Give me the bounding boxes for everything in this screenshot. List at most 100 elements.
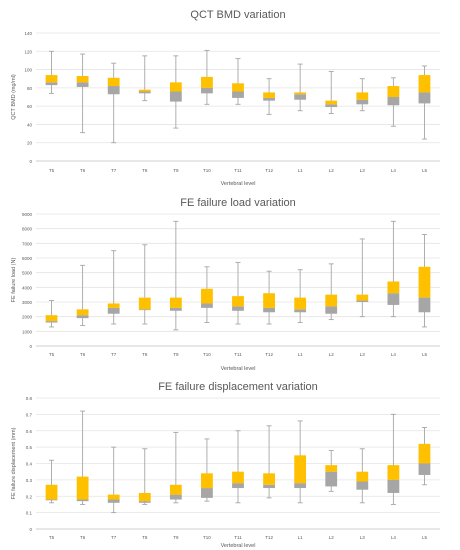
lower-quartile-box xyxy=(201,488,213,498)
box-T8 xyxy=(138,244,151,325)
lower-quartile-box xyxy=(325,471,338,487)
box-L2 xyxy=(325,449,338,492)
x-tick-label: T5 xyxy=(49,352,55,357)
y-tick-label: 0.4 xyxy=(26,462,33,467)
upper-quartile-box xyxy=(232,471,244,484)
lower-quartile-box xyxy=(387,97,400,106)
lower-quartile-box xyxy=(356,300,369,302)
upper-quartile-box xyxy=(263,473,275,485)
y-tick-label: 8000 xyxy=(22,227,33,232)
lower-quartile-box xyxy=(169,91,182,102)
lower-quartile-box xyxy=(232,306,244,311)
lower-quartile-box xyxy=(263,97,275,101)
lower-quartile-box xyxy=(45,82,58,86)
y-tick-label: 0.5 xyxy=(26,445,33,450)
lower-quartile-box xyxy=(138,91,151,94)
y-tick-label: 3000 xyxy=(22,300,33,305)
x-tick-label: T11 xyxy=(234,352,242,357)
x-tick-label: L3 xyxy=(360,168,366,173)
x-tick-label: T9 xyxy=(173,168,179,173)
x-tick-label: L5 xyxy=(422,352,428,357)
upper-quartile-box xyxy=(387,281,400,294)
upper-quartile-box xyxy=(169,484,182,495)
upper-quartile-box xyxy=(356,471,369,482)
upper-quartile-box xyxy=(418,266,431,298)
upper-quartile-box xyxy=(232,296,244,307)
upper-quartile-box xyxy=(45,484,58,500)
x-tick-label: L2 xyxy=(329,168,335,173)
x-tick-label: L5 xyxy=(422,168,428,173)
box-T12 xyxy=(263,425,275,499)
y-axis-label: FE failure load (N) xyxy=(11,258,17,303)
lower-quartile-box xyxy=(76,315,89,319)
x-tick-label: T8 xyxy=(142,535,148,540)
upper-quartile-box xyxy=(169,82,182,92)
y-tick-label: 9000 xyxy=(22,212,33,217)
upper-quartile-box xyxy=(45,315,58,322)
lower-quartile-box xyxy=(107,86,120,95)
box-L1 xyxy=(294,269,307,323)
box-T9 xyxy=(169,55,182,129)
y-tick-label: 100 xyxy=(24,68,32,73)
x-tick-label: T10 xyxy=(203,168,211,173)
upper-quartile-box xyxy=(232,83,244,92)
lower-quartile-box xyxy=(325,306,338,314)
chart-title: FE failure displacement variation xyxy=(158,381,318,393)
lower-quartile-box xyxy=(294,94,307,100)
lower-quartile-box xyxy=(418,297,431,313)
x-axis-label: Vertebral level xyxy=(221,543,256,549)
chart-3: FE failure displacement variation 0 0.1 0.2… xyxy=(11,381,440,549)
x-tick-label: T8 xyxy=(142,168,148,173)
y-tick-label: 40 xyxy=(27,122,33,127)
box-T8 xyxy=(138,448,151,505)
box-T8 xyxy=(138,55,151,102)
upper-quartile-box xyxy=(201,473,213,489)
lower-quartile-box xyxy=(356,99,369,105)
box-T11 xyxy=(232,261,244,325)
x-tick-label: L4 xyxy=(391,352,397,357)
x-tick-label: T6 xyxy=(80,535,86,540)
box-L3 xyxy=(356,78,369,112)
chart-1: QCT BMD variation 0 20 40 60 80 100 120 140 QCT B… xyxy=(11,9,440,187)
upper-quartile-box xyxy=(263,92,275,98)
y-tick-label: 0.6 xyxy=(26,429,33,434)
upper-quartile-box xyxy=(294,92,307,95)
y-tick-label: 5000 xyxy=(22,271,33,276)
y-tick-label: 80 xyxy=(27,86,33,91)
box-T5 xyxy=(45,50,58,94)
lower-quartile-box xyxy=(232,91,244,98)
x-tick-label: L2 xyxy=(329,535,335,540)
x-tick-label: T11 xyxy=(234,535,242,540)
upper-quartile-box xyxy=(325,294,338,307)
y-tick-label: 0.2 xyxy=(26,494,33,499)
upper-quartile-box xyxy=(107,303,120,308)
box-L1 xyxy=(294,420,307,504)
x-tick-label: T9 xyxy=(173,352,179,357)
upper-quartile-box xyxy=(325,100,338,105)
box-T5 xyxy=(45,300,58,328)
x-tick-label: T12 xyxy=(265,352,273,357)
x-tick-label: L1 xyxy=(298,168,304,173)
x-tick-label: T10 xyxy=(203,535,211,540)
x-tick-label: T10 xyxy=(203,352,211,357)
box-L5 xyxy=(418,234,431,328)
box-T5 xyxy=(45,459,58,504)
upper-quartile-box xyxy=(418,443,431,464)
lower-quartile-box xyxy=(387,479,400,493)
box-T7 xyxy=(107,62,120,144)
x-tick-label: L4 xyxy=(391,535,397,540)
box-L4 xyxy=(387,413,400,505)
upper-quartile-box xyxy=(201,76,213,88)
y-tick-label: 140 xyxy=(24,31,32,36)
upper-quartile-box xyxy=(263,293,275,308)
lower-quartile-box xyxy=(107,307,120,314)
x-tick-label: L4 xyxy=(391,168,397,173)
lower-quartile-box xyxy=(201,303,213,308)
upper-quartile-box xyxy=(387,465,400,480)
box-L5 xyxy=(418,65,431,140)
y-tick-label: 4000 xyxy=(22,285,33,290)
upper-quartile-box xyxy=(76,75,89,83)
x-tick-label: T8 xyxy=(142,352,148,357)
y-tick-label: 60 xyxy=(27,104,33,109)
